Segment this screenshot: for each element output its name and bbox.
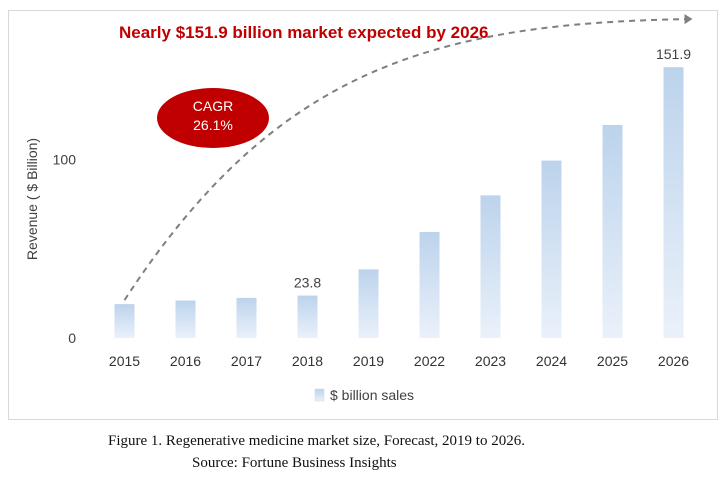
x-tick-label: 2016 — [170, 353, 201, 369]
x-tick-label: 2018 — [292, 353, 323, 369]
trend-arrow — [123, 14, 693, 301]
bar-2024 — [541, 160, 562, 338]
y-axis-label: Revenue ( $ Billion) — [24, 138, 40, 260]
bar-2023 — [480, 195, 501, 338]
x-tick-label: 2025 — [597, 353, 628, 369]
x-tick-label: 2023 — [475, 353, 506, 369]
bar-2015 — [114, 304, 135, 338]
data-label: 151.9 — [656, 46, 691, 62]
legend: $ billion sales — [314, 387, 414, 403]
x-tick-label: 2017 — [231, 353, 262, 369]
bar-2017 — [236, 297, 257, 338]
bar-2026 — [663, 67, 684, 339]
x-tick-label: 2015 — [109, 353, 140, 369]
figure-source: Source: Fortune Business Insights — [192, 455, 397, 471]
y-tick-label: 100 — [53, 152, 77, 168]
x-tick-label: 2019 — [353, 353, 384, 369]
y-tick-label: 0 — [68, 330, 76, 346]
data-label: 23.8 — [294, 275, 321, 291]
bar-2019 — [358, 269, 379, 338]
x-tick-label: 2026 — [658, 353, 689, 369]
chart-frame: Nearly $151.9 billion market expected by… — [8, 10, 718, 420]
bar-2022 — [419, 231, 440, 338]
bar-2018 — [297, 295, 318, 338]
legend-label: $ billion sales — [330, 387, 414, 403]
cagr-value: 26.1% — [193, 117, 233, 133]
chart-title: Nearly $151.9 billion market expected by… — [119, 23, 488, 42]
cagr-badge: CAGR 26.1% — [157, 88, 269, 148]
cagr-label: CAGR — [193, 98, 233, 114]
bar-2016 — [175, 300, 196, 338]
bar-2025 — [602, 124, 623, 338]
bar-chart: Nearly $151.9 billion market expected by… — [24, 14, 693, 403]
x-tick-label: 2022 — [414, 353, 445, 369]
cagr-ellipse — [157, 88, 269, 148]
legend-swatch — [314, 388, 325, 402]
x-tick-label: 2024 — [536, 353, 567, 369]
figure-caption: Figure 1. Regenerative medicine market s… — [108, 433, 525, 449]
